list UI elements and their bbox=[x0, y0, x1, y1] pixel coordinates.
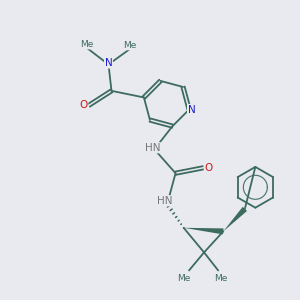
Polygon shape bbox=[184, 228, 224, 234]
Text: O: O bbox=[80, 100, 88, 110]
Text: HN: HN bbox=[157, 196, 172, 206]
Text: N: N bbox=[188, 105, 195, 115]
Polygon shape bbox=[223, 207, 247, 231]
Text: Me: Me bbox=[214, 274, 228, 283]
Text: HN: HN bbox=[145, 143, 160, 153]
Text: Me: Me bbox=[177, 274, 190, 283]
Text: O: O bbox=[204, 163, 213, 173]
Text: Me: Me bbox=[80, 40, 94, 49]
Text: Me: Me bbox=[123, 41, 137, 50]
Text: N: N bbox=[105, 58, 112, 68]
